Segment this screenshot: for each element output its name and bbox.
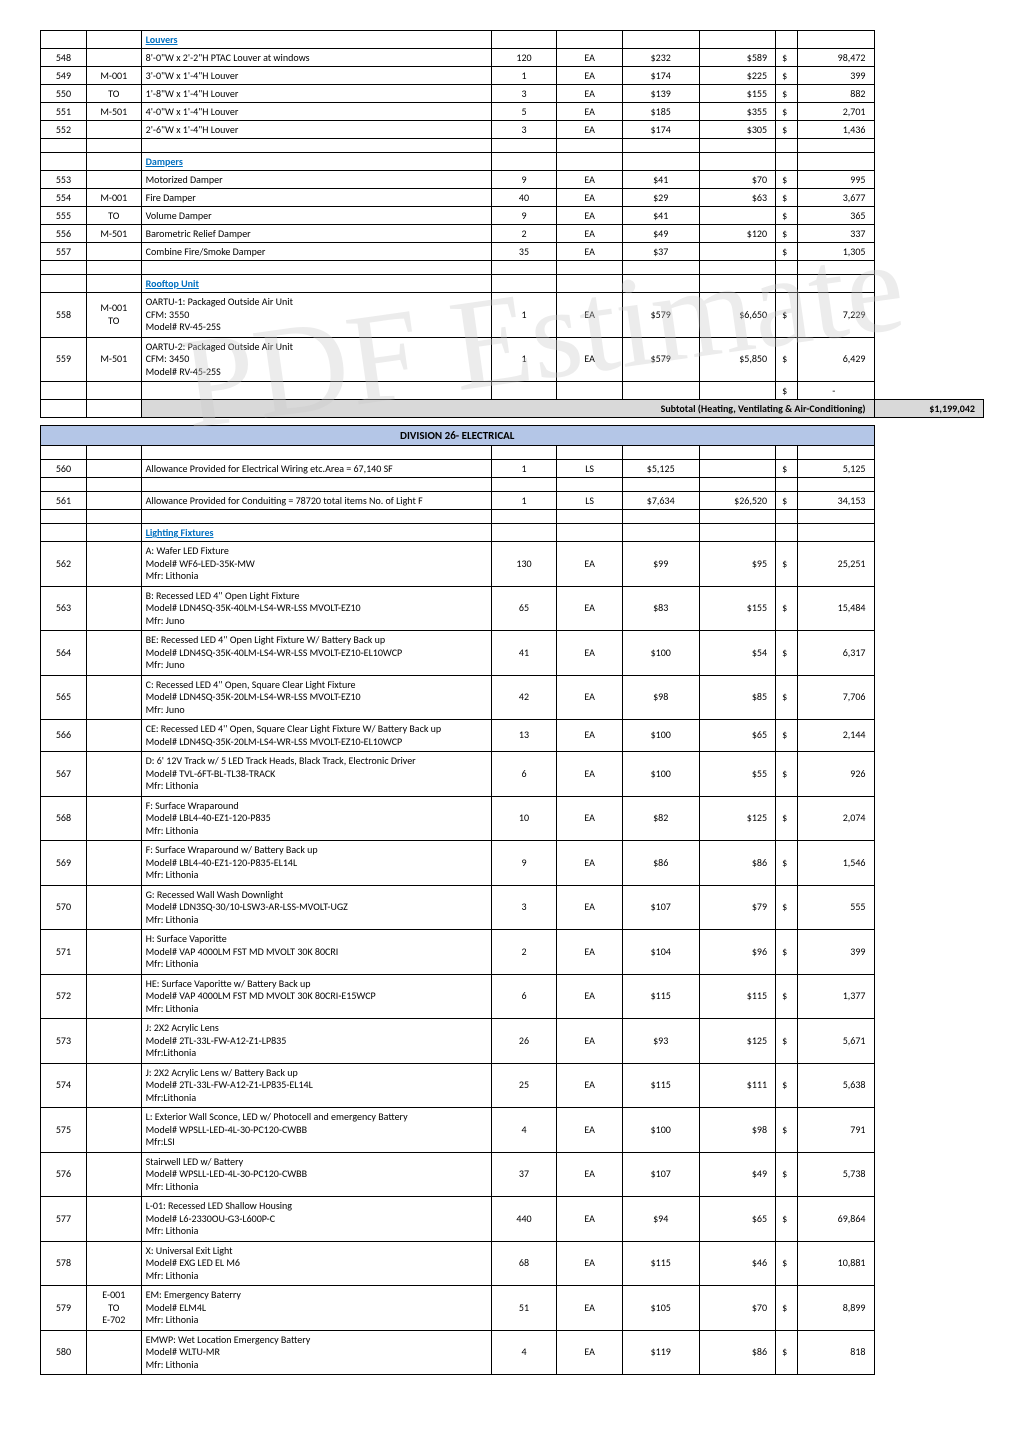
- table-row: 575 L: Exterior Wall Sconce, LED w/ Phot…: [41, 1108, 984, 1153]
- table-row: 549 M-001 3'-0"W x 1'-4"H Louver 1 EA $1…: [41, 67, 984, 85]
- table-row: 566 CE: Recessed LED 4'' Open, Square Cl…: [41, 720, 984, 752]
- table-row: 567 D: 6' 12V Track w/ 5 LED Track Heads…: [41, 752, 984, 797]
- table-row: 570 G: Recessed Wall Wash DownlightModel…: [41, 885, 984, 930]
- table-row: 578 X: Universal Exit LightModel# EXG LE…: [41, 1241, 984, 1286]
- section-header-row: Louvers: [41, 31, 984, 49]
- table-row: 553 Motorized Damper 9 EA $41 $70 $ 995: [41, 171, 984, 189]
- table-row: 576 Stairwell LED w/ BatteryModel# WPSLL…: [41, 1152, 984, 1197]
- section-header-row: Lighting Fixtures: [41, 524, 984, 542]
- table-row: 559 M-501 OARTU-2: Packaged Outside Air …: [41, 337, 984, 382]
- section-header-row: Rooftop Unit: [41, 275, 984, 293]
- division-header-row: DIVISION 26- ELECTRICAL: [41, 426, 984, 446]
- estimate-table: Louvers 548 8'-0"W x 2'-2"H PTAC Louver …: [40, 30, 984, 1375]
- table-row: 572 HE: Surface Vaporitte w/ Battery Bac…: [41, 974, 984, 1019]
- table-row: 556 M-501 Barometric Relief Damper 2 EA …: [41, 225, 984, 243]
- table-row: 579 E-001TOE-702 EM: Emergency BaterryMo…: [41, 1286, 984, 1331]
- table-row: 571 H: Surface VaporitteModel# VAP 4000L…: [41, 930, 984, 975]
- blank-row: [41, 261, 984, 275]
- table-row: 560 Allowance Provided for Electrical Wi…: [41, 460, 984, 478]
- section-header-row: Dampers: [41, 153, 984, 171]
- table-row: 564 BE: Recessed LED 4'' Open Light Fixt…: [41, 631, 984, 676]
- table-row: 577 L-01: Recessed LED Shallow HousingMo…: [41, 1197, 984, 1242]
- table-row: 574 J: 2X2 Acrylic Lens w/ Battery Back …: [41, 1063, 984, 1108]
- blank-row: [41, 139, 984, 153]
- table-row: 563 B: Recessed LED 4'' Open Light Fixtu…: [41, 586, 984, 631]
- table-row: 580 EMWP: Wet Location Emergency Battery…: [41, 1330, 984, 1375]
- table-row: 568 F: Surface WraparoundModel# LBL4-40-…: [41, 796, 984, 841]
- table-row: 551 M-501 4'-0"W x 1'-4"H Louver 5 EA $1…: [41, 103, 984, 121]
- table-row: 554 M-001 Fire Damper 40 EA $29 $63 $ 3,…: [41, 189, 984, 207]
- subtotal-row: Subtotal (Heating, Ventilating & Air-Con…: [41, 400, 984, 418]
- spacer: [41, 418, 984, 426]
- table-row: 557 Combine Fire/Smoke Damper 35 EA $37 …: [41, 243, 984, 261]
- table-row: 573 J: 2X2 Acrylic LensModel# 2TL-33L-FW…: [41, 1019, 984, 1064]
- table-row: 552 2'-6"W x 1'-4"H Louver 3 EA $174 $30…: [41, 121, 984, 139]
- table-row: 550 TO 1'-8"W x 1'-4"H Louver 3 EA $139 …: [41, 85, 984, 103]
- table-row: 562 A: Wafer LED FixtureModel# WF6-LED-3…: [41, 542, 984, 587]
- table-row: 555 TO Volume Damper 9 EA $41 $ 365: [41, 207, 984, 225]
- table-row: 565 C: Recessed LED 4'' Open, Square Cle…: [41, 675, 984, 720]
- table-row: 558 M-001TO OARTU-1: Packaged Outside Ai…: [41, 293, 984, 338]
- table-row: 548 8'-0"W x 2'-2"H PTAC Louver at windo…: [41, 49, 984, 67]
- blank-row: [41, 510, 984, 524]
- table-row: 561 Allowance Provided for Conduiting = …: [41, 492, 984, 510]
- blank-row: [41, 478, 984, 492]
- dash-row: $ -: [41, 382, 984, 400]
- blank-row: [41, 446, 984, 460]
- table-row: 569 F: Surface Wraparound w/ Battery Bac…: [41, 841, 984, 886]
